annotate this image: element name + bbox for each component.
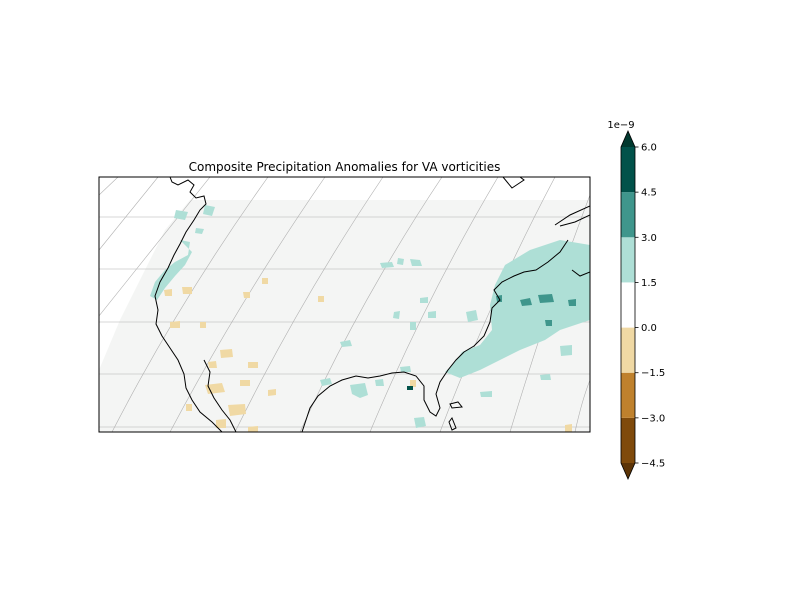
anomaly-patch [220, 349, 233, 358]
anomaly-peak [407, 386, 413, 390]
anomaly-patch [540, 374, 551, 380]
anomaly-patch [393, 311, 400, 319]
anomaly-patch [420, 297, 428, 303]
island [571, 269, 590, 277]
anomaly-patch [248, 426, 258, 432]
anomaly-patch [228, 404, 246, 416]
longitude-line [299, 177, 443, 432]
colorbar-segment [621, 282, 635, 328]
anomaly-patch [410, 380, 416, 387]
anomaly-patch [182, 287, 192, 294]
anomaly-patch [248, 362, 258, 368]
colorbar-segment [621, 147, 635, 193]
colorbar-segment [621, 327, 635, 373]
coastline-north [554, 205, 590, 226]
anomaly-patch [195, 228, 204, 234]
anomaly-patch [170, 321, 180, 328]
longitude-line [369, 177, 499, 432]
anomaly-patch [410, 259, 422, 266]
longitude-line [99, 177, 119, 196]
anomaly-patch [200, 322, 206, 328]
colorbar-segment [621, 417, 635, 463]
map-panel [99, 177, 590, 432]
colorbar-tick-label: 4.5 [641, 188, 657, 199]
anomaly-patch [538, 294, 554, 303]
colorbar-tick-label: 3.0 [641, 233, 657, 244]
anomaly-patch [375, 379, 384, 386]
colorbar-tick-label: −4.5 [641, 459, 665, 470]
anomaly-patch [520, 298, 532, 306]
longitude-line [574, 379, 590, 432]
anomaly-patch [350, 383, 368, 398]
longitude-line [99, 177, 211, 317]
anomaly-patch [410, 322, 416, 330]
map-title: Composite Precipitation Anomalies for VA… [189, 160, 501, 174]
anomaly-patch [186, 404, 192, 411]
colorbar-tick-label: 6.0 [641, 143, 657, 154]
island [449, 401, 463, 409]
longitude-line [111, 177, 269, 432]
anomaly-patch [560, 345, 572, 356]
anomaly-patch [262, 278, 268, 284]
anomaly-patch [414, 417, 426, 428]
colorbar-extend-min [621, 463, 635, 479]
anomaly-patch [380, 262, 394, 268]
colorbar-segment [621, 237, 635, 283]
anomaly-patch [568, 299, 576, 306]
anomaly-patch [240, 380, 250, 386]
longitude-line [234, 177, 384, 432]
colorbar-segment [621, 192, 635, 238]
colorbar-tick-label: 0.0 [641, 323, 657, 334]
colorbar-extend-max [621, 131, 635, 147]
colorbar-tick-label: −1.5 [641, 368, 665, 379]
colorbar-tick-label: 1.5 [641, 278, 657, 289]
coastline-north [502, 177, 525, 189]
anomaly-patch [400, 366, 411, 372]
longitude-line [99, 177, 159, 251]
anomaly-patch [320, 378, 332, 386]
anomaly-patch [216, 419, 226, 428]
colorbar-segments [620, 130, 636, 480]
anomaly-patch [480, 391, 492, 397]
colorbar-ticks: −4.5 −3.0 −1.5 0.0 1.5 3.0 4.5 6.0 [635, 143, 665, 470]
anomaly-patch [340, 340, 352, 347]
anomaly-patch [203, 205, 215, 216]
longitude-line [169, 177, 326, 432]
positive-anomaly-peak [407, 386, 413, 390]
colorbar: 1e−9 −4.5 −3.0 −1.5 0.0 1.5 3.0 4.5 6.0 [607, 120, 665, 480]
anomaly-patch [445, 240, 590, 378]
colorbar-segment [621, 372, 635, 418]
graticule [99, 177, 590, 432]
colorbar-tick-label: −3.0 [641, 413, 665, 424]
anomaly-patch [150, 240, 192, 300]
coastline-baja [203, 359, 237, 432]
anomaly-patch [205, 383, 225, 394]
anomaly-patch [565, 424, 572, 432]
positive-anomaly-contours [150, 205, 590, 428]
anomaly-patch [208, 361, 217, 368]
negative-anomaly-contours [164, 278, 572, 432]
coastline-east [301, 239, 569, 432]
anomaly-patch [397, 258, 404, 265]
colorbar-scale-label: 1e−9 [607, 120, 634, 131]
positive-anomaly-contours-medium [496, 294, 576, 326]
island [448, 416, 457, 431]
anomaly-patch [466, 310, 478, 322]
anomaly-patch [174, 210, 188, 220]
anomaly-patch [318, 296, 324, 302]
coastlines [154, 177, 590, 432]
coastline-north [559, 214, 590, 227]
anomaly-patch [428, 311, 436, 318]
anomaly-patch [545, 320, 552, 326]
anomaly-patch [243, 292, 250, 298]
coastline-west [154, 177, 223, 432]
map-frame [98, 176, 591, 433]
anomaly-patch [164, 289, 172, 296]
anomaly-patch [268, 389, 276, 396]
